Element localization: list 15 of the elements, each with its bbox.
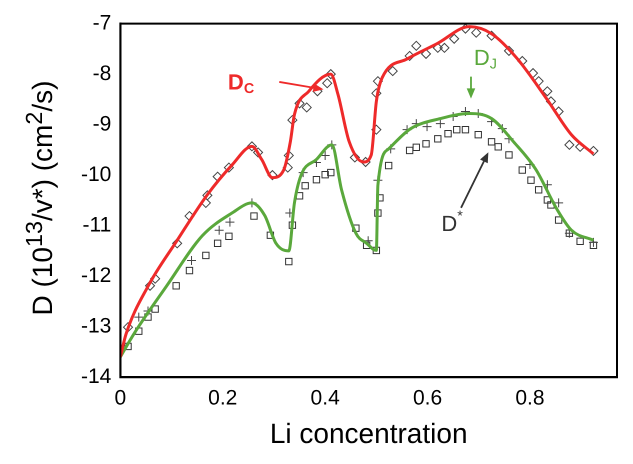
x-tick-label: 0.6 [412, 386, 442, 410]
y-tick-label: -11 [82, 213, 112, 236]
y-tick-label: -8 [92, 62, 112, 85]
x-tick-label: 0.2 [208, 386, 238, 410]
x-tick-label: 0.4 [310, 386, 340, 410]
y-tick-label: -10 [80, 162, 112, 186]
x-tick-label: 0 [114, 386, 126, 410]
y-tick-label: -12 [80, 264, 112, 287]
x-axis-title: Li concentration [270, 418, 468, 449]
y-tick-label: -13 [80, 314, 112, 338]
y-tick-label: -7 [92, 11, 112, 34]
x-tick-label: 0.8 [515, 386, 545, 410]
y-tick-label: -14 [80, 364, 112, 388]
y-tick-label: -9 [92, 112, 112, 136]
annotation: D* [441, 208, 464, 236]
